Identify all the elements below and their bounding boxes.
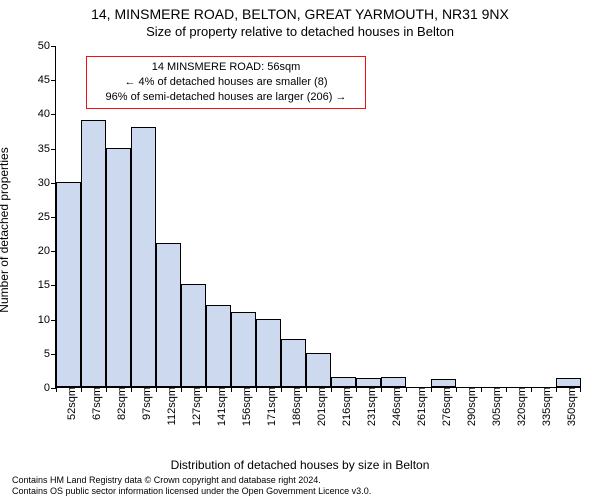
x-tick-mark [580,387,581,392]
x-tick-mark [331,387,332,392]
x-tick-mark [81,387,82,392]
bar [81,120,106,387]
x-tick-mark [431,387,432,392]
x-tick-mark [281,387,282,392]
x-tick-mark [531,387,532,392]
x-tick-label: 112sqm [159,387,178,425]
x-tick-label: 82sqm [109,387,128,420]
y-tick-label: 10 [20,314,56,326]
x-tick-label: 171sqm [259,387,278,426]
y-axis-label: Number of detached properties [0,65,11,230]
x-tick-label: 97sqm [134,387,153,420]
x-tick-label: 261sqm [409,387,428,426]
x-tick-label: 320sqm [509,387,528,426]
y-tick-label: 50 [20,40,56,52]
x-tick-label: 335sqm [534,387,553,426]
x-tick-label: 246sqm [384,387,403,426]
y-tick-label: 20 [20,245,56,257]
bar [556,378,581,387]
bar [431,379,456,387]
bar [206,305,231,387]
bar [306,353,331,387]
x-tick-mark [481,387,482,392]
x-tick-label: 156sqm [234,387,253,426]
x-tick-mark [406,387,407,392]
x-tick-mark [556,387,557,392]
x-tick-mark [131,387,132,392]
x-tick-mark [181,387,182,392]
footer-line: Contains HM Land Registry data © Crown c… [12,475,371,485]
x-tick-mark [456,387,457,392]
bar [281,339,306,387]
bar [156,243,181,387]
x-tick-label: 186sqm [284,387,303,426]
y-tick-label: 30 [20,177,56,189]
y-tick-label: 0 [20,382,56,394]
annotation-line: ← 4% of detached houses are smaller (8) [94,75,358,90]
x-tick-mark [106,387,107,392]
bar [331,377,356,387]
chart-container: 14, MINSMERE ROAD, BELTON, GREAT YARMOUT… [0,0,600,500]
x-tick-mark [306,387,307,392]
x-tick-mark [381,387,382,392]
annotation-box: 14 MINSMERE ROAD: 56sqm ← 4% of detached… [86,56,366,109]
bar [106,148,131,387]
y-tick-label: 40 [20,108,56,120]
x-tick-label: 231sqm [359,387,378,426]
bar [381,377,406,387]
annotation-line: 96% of semi-detached houses are larger (… [94,90,358,105]
bar [181,284,206,387]
x-tick-label: 127sqm [184,387,203,426]
y-tick-label: 35 [20,143,56,155]
x-tick-label: 52sqm [59,387,78,420]
chart-title: 14, MINSMERE ROAD, BELTON, GREAT YARMOUT… [0,6,600,22]
x-tick-label: 290sqm [459,387,478,426]
footer-line: Contains OS public sector information li… [12,486,371,496]
bar [131,127,156,387]
x-tick-mark [256,387,257,392]
y-tick-label: 15 [20,279,56,291]
y-tick-label: 5 [20,348,56,360]
x-tick-mark [506,387,507,392]
x-tick-label: 350sqm [559,387,578,426]
chart-subtitle: Size of property relative to detached ho… [0,24,600,39]
x-tick-label: 67sqm [84,387,103,420]
x-tick-label: 141sqm [209,387,228,426]
annotation-line: 14 MINSMERE ROAD: 56sqm [94,60,358,75]
bar [231,312,256,387]
x-tick-mark [206,387,207,392]
y-tick-label: 45 [20,74,56,86]
bar [56,182,81,387]
x-tick-mark [356,387,357,392]
x-tick-mark [156,387,157,392]
x-tick-label: 201sqm [309,387,328,426]
plot-area: 14 MINSMERE ROAD: 56sqm ← 4% of detached… [55,46,580,388]
x-tick-mark [56,387,57,392]
x-tick-label: 276sqm [434,387,453,426]
y-tick-label: 25 [20,211,56,223]
bar [356,378,381,387]
bar [256,319,281,387]
x-tick-mark [231,387,232,392]
x-axis-label: Distribution of detached houses by size … [0,458,600,472]
footer-text: Contains HM Land Registry data © Crown c… [12,475,371,496]
x-tick-label: 305sqm [484,387,503,426]
x-tick-label: 216sqm [334,387,353,426]
